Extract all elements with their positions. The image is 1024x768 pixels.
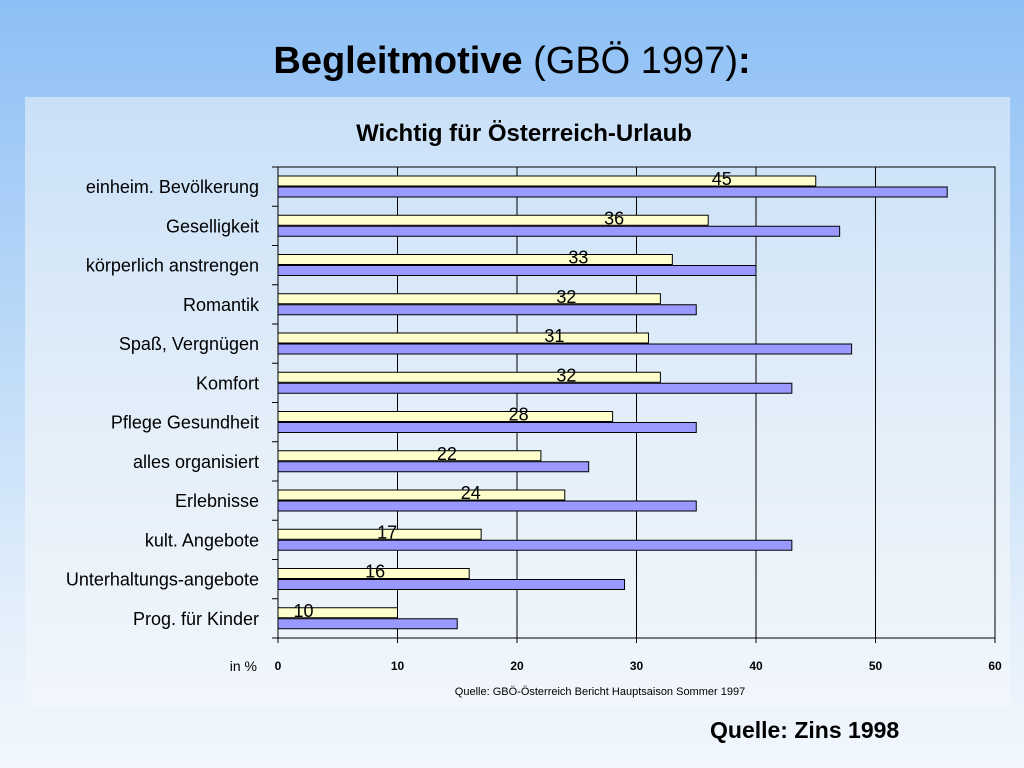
x-tick-label: 40 [749,659,763,673]
category-label: Unterhaltungs-angebote [66,570,259,590]
x-tick-label: 10 [391,659,405,673]
category-label: Prog. für Kinder [133,609,259,629]
data-label-1997: 24 [461,483,481,503]
category-label: Geselligkeit [166,216,259,236]
data-label-1997: 10 [293,601,313,621]
data-label-1997: 28 [509,405,529,425]
bar-1994 [277,225,841,237]
x-tick-label: 30 [630,659,644,673]
slide-title-subtitle: (GBÖ 1997) [522,40,738,82]
x-axis-label: in % [230,658,257,674]
bar-1994 [277,343,853,355]
data-label-1997: 16 [365,562,385,582]
x-tick-label: 0 [275,659,282,673]
chart-footnote: Quelle: GBÖ-Österreich Bericht Hauptsais… [455,686,745,698]
category-label: einheim. Bevölkerung [86,177,259,197]
source-note: Quelle: Zins 1998 [710,717,900,743]
data-label-1997: 33 [568,248,588,268]
bar-1997 [277,411,614,422]
bar-1994 [277,618,458,630]
bar-1997 [277,528,482,540]
bar-1997 [277,293,661,305]
data-label-1997: 32 [556,365,576,385]
bar-1994 [277,304,697,316]
bar-1997 [277,371,661,383]
category-label: alles organisiert [133,452,259,472]
slide-title-main: Begleitmotive [273,40,523,82]
x-tick-label: 20 [510,659,524,673]
bar-1994 [277,579,626,590]
data-label-1997: 31 [544,326,564,346]
category-label: Komfort [196,373,259,393]
category-label: kult. Angebote [145,530,259,550]
slide-title: Begleitmotive (GBÖ 1997): [0,40,1024,83]
category-label: Erlebnisse [175,491,259,511]
bar-1994 [277,461,590,473]
data-label-1997: 17 [377,522,397,542]
bar-1994 [277,422,697,433]
bar-1997 [277,607,398,619]
bar-1997 [277,214,709,226]
category-label: Romantik [183,295,260,315]
bar-1997 [277,568,470,579]
bar-1994 [277,382,793,394]
slide-title-colon: : [737,40,751,82]
bar-1997 [277,332,649,344]
category-label: Pflege Gesundheit [111,413,259,433]
data-label-1997: 22 [437,444,457,464]
x-tick-label: 60 [988,659,1002,673]
x-tick-label: 50 [869,659,883,673]
bar-1997 [277,450,542,462]
bar-1994 [277,539,793,551]
chart-title: Wichtig für Österreich-Urlaub [356,120,692,147]
bar-1997 [277,175,817,187]
category-label: Spaß, Vergnügen [119,334,259,354]
data-label-1997: 36 [604,208,624,228]
bar-1994 [277,186,948,198]
data-label-1997: 45 [712,169,732,189]
bar-chart: Wichtig für Österreich-Urlaub 0 10 20 30 40 50… [66,120,1002,698]
category-label: körperlich anstrengen [86,256,259,276]
bar-1997 [277,254,673,265]
data-label-1997: 32 [556,287,576,307]
bar-1994 [277,500,697,512]
bar-1997 [277,489,566,501]
bar-1994 [277,265,757,276]
chart-panel: Wichtig für Österreich-Urlaub 0 10 20 30 40 50… [25,97,1010,707]
